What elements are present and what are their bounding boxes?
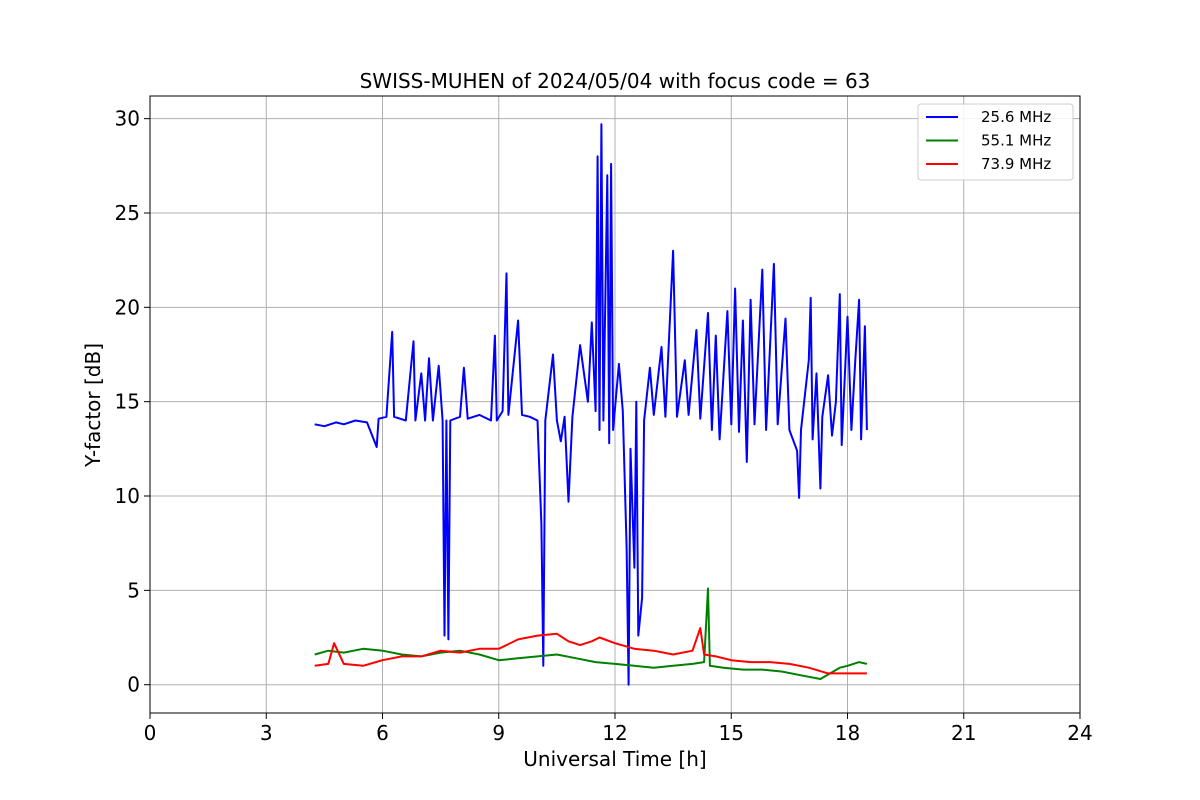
y-tick-label: 10 bbox=[115, 484, 140, 508]
series-layer bbox=[314, 123, 868, 686]
y-tick-label: 15 bbox=[115, 390, 140, 414]
x-tick-label: 21 bbox=[951, 721, 976, 745]
legend: 25.6 MHz 55.1 MHz 73.9 MHz bbox=[917, 103, 1074, 181]
y-tick-label: 5 bbox=[127, 578, 140, 602]
y-tick-label: 0 bbox=[127, 673, 140, 697]
series-line-1 bbox=[314, 123, 868, 686]
series-line-3 bbox=[314, 627, 867, 675]
legend-box bbox=[917, 103, 1074, 181]
y-axis-label: Y-factor [dB] bbox=[81, 343, 105, 468]
y-axis: 0 5 10 15 20 25 30 bbox=[115, 107, 150, 697]
x-axis-label: Universal Time [h] bbox=[523, 747, 706, 771]
x-tick-label: 3 bbox=[260, 721, 273, 745]
x-tick-label: 6 bbox=[376, 721, 389, 745]
x-axis: 0 3 6 9 12 15 18 21 24 bbox=[144, 713, 1093, 745]
legend-label: 25.6 MHz bbox=[981, 108, 1051, 126]
x-tick-label: 0 bbox=[144, 721, 157, 745]
y-tick-label: 30 bbox=[115, 107, 140, 131]
x-tick-label: 15 bbox=[719, 721, 744, 745]
legend-label: 73.9 MHz bbox=[981, 155, 1051, 173]
x-tick-label: 9 bbox=[492, 721, 505, 745]
legend-label: 55.1 MHz bbox=[981, 132, 1051, 150]
x-tick-label: 12 bbox=[602, 721, 627, 745]
y-tick-label: 20 bbox=[115, 295, 140, 319]
y-tick-label: 25 bbox=[115, 201, 140, 225]
x-tick-label: 18 bbox=[835, 721, 860, 745]
chart-title: SWISS-MUHEN of 2024/05/04 with focus cod… bbox=[360, 69, 871, 93]
x-tick-label: 24 bbox=[1067, 721, 1092, 745]
